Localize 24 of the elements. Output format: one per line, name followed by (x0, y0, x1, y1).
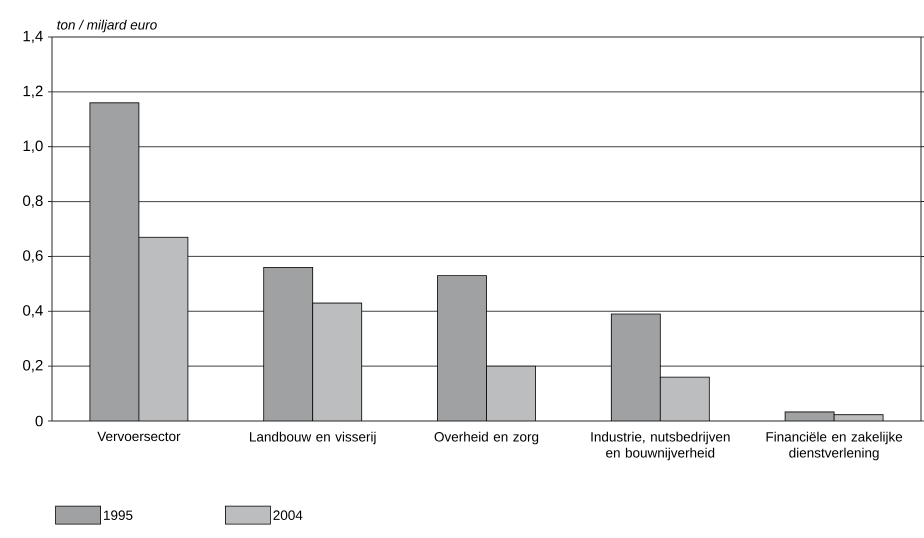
bar (437, 275, 487, 421)
bar (90, 102, 140, 421)
legend-label: 1995 (104, 510, 132, 520)
y-tick-label: 0,4 (23, 305, 43, 318)
x-tick-label: Vervoersector (97, 432, 180, 442)
y-tick-label: 1,0 (24, 140, 43, 153)
x-tick-label: Landbouw en visserij (250, 432, 376, 444)
x-tick-label: Industrie, nutsbedrijven en bouwnijverheid (591, 432, 730, 460)
y-tick-label: 0,6 (23, 250, 43, 263)
bar (486, 366, 536, 421)
x-tick-label: Overheid en zorg (434, 432, 538, 444)
y-axis-title: ton / miljard euro (57, 20, 157, 32)
bar (610, 314, 661, 421)
x-tick-label: Financiële en zakelijke dienstverlening (766, 432, 902, 460)
y-tick-label: 0,8 (23, 195, 43, 208)
legend-label: 2004 (273, 510, 302, 520)
y-tick-label: 0,2 (23, 360, 43, 372)
y-tick-label: 1,4 (24, 30, 43, 44)
bar (660, 376, 710, 421)
y-tick-label: 1,2 (24, 86, 43, 98)
bar (138, 236, 188, 421)
y-tick-label: 0 (36, 416, 43, 426)
bar (263, 267, 314, 421)
bar (312, 302, 362, 421)
